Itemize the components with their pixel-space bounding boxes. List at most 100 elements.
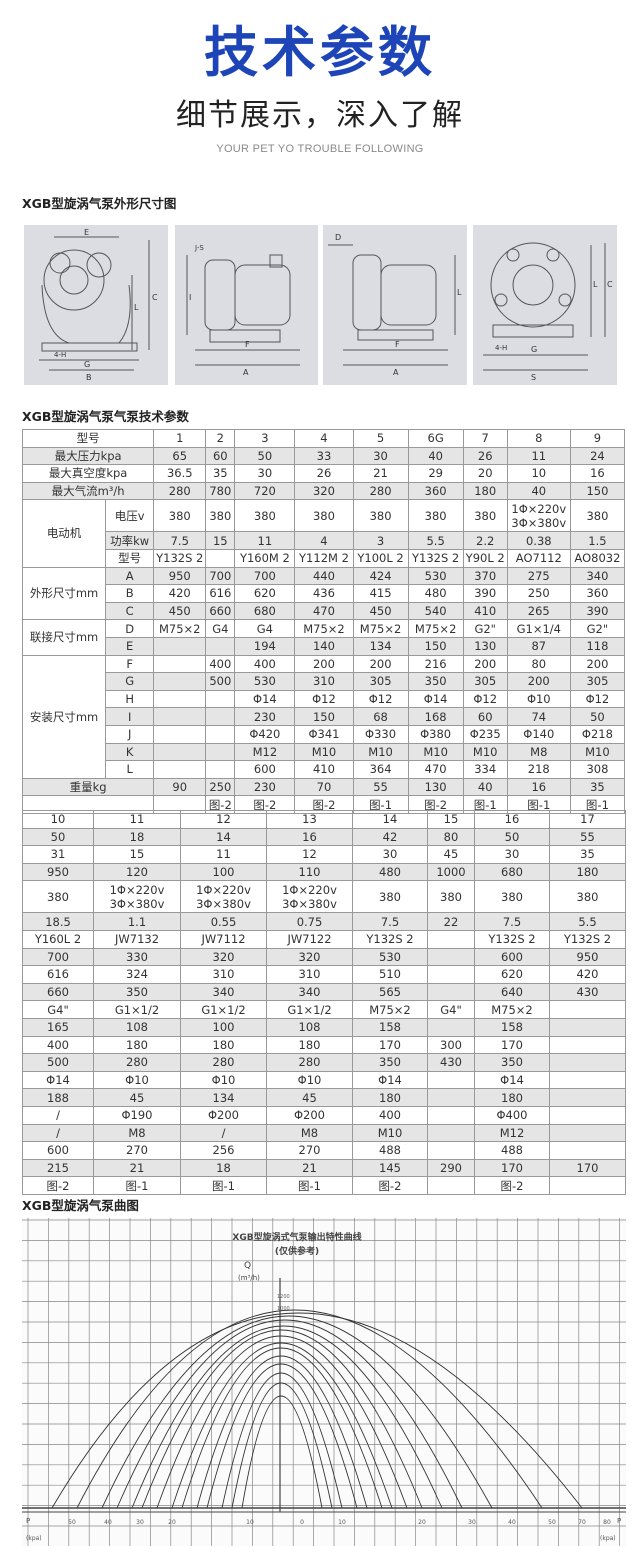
table-cell: 530 bbox=[352, 947, 428, 967]
table-cell bbox=[153, 742, 207, 762]
row-label: 最大气流m³/h bbox=[21, 481, 155, 501]
page-title: 技术参数 bbox=[204, 21, 436, 84]
x-tick-label: 40 bbox=[508, 1519, 516, 1526]
table-cell: 90 bbox=[153, 777, 207, 797]
table-cell: 15 bbox=[427, 810, 475, 829]
table-row: 最大压力kpa 65 60 50 33 30 40 26 11 24 bbox=[21, 446, 626, 466]
chart-curves bbox=[51, 1309, 583, 1509]
table-cell: 5.5 bbox=[549, 912, 626, 931]
table-cell: 350 bbox=[474, 1053, 550, 1072]
table-cell: 50 bbox=[234, 446, 296, 466]
table-row: 最大气流m³/h 280 780 720 320 280 360 180 40 150 bbox=[21, 481, 626, 501]
table-cell: 12 bbox=[266, 845, 353, 864]
table-cell: Φ140 bbox=[506, 724, 571, 744]
table-cell: 420 bbox=[153, 584, 207, 603]
table-cell: M75×2 bbox=[352, 619, 409, 638]
row-sub-label: A bbox=[105, 566, 155, 586]
table-cell: 134 bbox=[180, 1088, 267, 1107]
table-cell: 660 bbox=[22, 982, 94, 1002]
x-tick-label: 30 bbox=[136, 1519, 144, 1526]
table-cell: 4 bbox=[294, 531, 354, 550]
table-cell: 12 bbox=[180, 810, 267, 829]
table-row: 型号 Y132S 2 Y160M 2 Y112M 2 Y100L 2 Y132S 2 Y90… bbox=[23, 548, 626, 568]
table-row: 电动机 电压v 380 380 380 380 380 380 380 1Φ×220v 3Φ×380… bbox=[21, 499, 626, 568]
chart-subtitle: (仅供参考) bbox=[275, 1245, 319, 1257]
table-cell bbox=[153, 654, 207, 674]
table-cell bbox=[549, 1123, 626, 1143]
performance-curve bbox=[196, 1355, 368, 1509]
table-cell: 150 bbox=[294, 707, 354, 726]
table-cell bbox=[205, 548, 236, 568]
table-cell: 350 bbox=[352, 1053, 428, 1072]
drawing-rear-view: L C 4-H G S bbox=[473, 225, 617, 385]
table-cell: 250 bbox=[506, 584, 571, 603]
table-cell: 500 bbox=[22, 1053, 94, 1072]
table-cell: 250 bbox=[205, 777, 236, 797]
table-cell: 50 bbox=[474, 827, 550, 847]
table-cell: 280 bbox=[153, 481, 207, 501]
table-row: 188 45 134 45 180 180 bbox=[22, 1088, 626, 1107]
drawing-label: D bbox=[335, 233, 341, 242]
table-cell: JW7122 bbox=[266, 929, 353, 949]
table-cell bbox=[549, 1176, 626, 1195]
table-cell: 1.1 bbox=[93, 912, 181, 931]
table-cell: 450 bbox=[153, 601, 207, 621]
table-cell: 36.5 bbox=[153, 464, 207, 483]
performance-curve bbox=[141, 1329, 423, 1509]
table-row: / M8/M8 M10 M12 bbox=[22, 1123, 626, 1143]
table-cell: 21 bbox=[352, 464, 409, 483]
table-cell: 180 bbox=[549, 862, 626, 882]
table-cell: M8 bbox=[93, 1123, 181, 1143]
table-cell: Φ341 bbox=[294, 724, 354, 744]
table-cell: Φ330 bbox=[352, 724, 409, 744]
table-cell: Φ200 bbox=[180, 1105, 267, 1125]
table-cell bbox=[153, 672, 207, 691]
table-row: 400 180 180 180 170 300 170 bbox=[22, 1035, 626, 1055]
chart-grid bbox=[22, 1218, 626, 1546]
table-cell: Y132S 2 bbox=[474, 929, 550, 949]
x-tick-label: 20 bbox=[418, 1519, 426, 1526]
table-cell: 87 bbox=[506, 636, 571, 656]
table-cell: 720 bbox=[234, 481, 296, 501]
table-cell: 320 bbox=[266, 947, 353, 967]
table-cell: JW7112 bbox=[180, 929, 267, 949]
table-cell: 2.2 bbox=[462, 531, 508, 550]
table-cell: 0.55 bbox=[180, 912, 267, 931]
table-cell: 470 bbox=[407, 760, 464, 779]
table-cell: 180 bbox=[93, 1035, 181, 1055]
table-row: 215 21 18 21 145 290 170 170 bbox=[22, 1158, 626, 1178]
table-cell: 400 bbox=[205, 654, 236, 674]
table-cell: 16 bbox=[266, 827, 353, 847]
table-cell: 3 bbox=[234, 429, 296, 448]
table-cell bbox=[427, 1070, 475, 1090]
table-cell: 15 bbox=[205, 531, 236, 550]
x-tick-label: 50 bbox=[548, 1519, 556, 1526]
table-cell: 700 bbox=[205, 566, 236, 586]
table-cell: M75×2 bbox=[153, 619, 207, 638]
table-cell: 16 bbox=[569, 464, 626, 483]
table-cell: 120 bbox=[93, 862, 181, 882]
table-cell: 图-2 bbox=[474, 1176, 550, 1195]
y-tick-label: 1000 bbox=[277, 1306, 290, 1312]
y-tick-label: 1200 bbox=[277, 1294, 290, 1300]
table-cell: 480 bbox=[352, 862, 428, 882]
table-cell: 215 bbox=[22, 1158, 94, 1178]
table-cell: G2" bbox=[462, 619, 508, 638]
row-sub-label: I bbox=[105, 707, 155, 726]
table-cell: 410 bbox=[294, 760, 354, 779]
row-sub-label: K bbox=[105, 742, 155, 762]
table-cell: Φ420 bbox=[234, 724, 296, 744]
table-cell bbox=[549, 1070, 626, 1090]
section-title-dimensions: XGB型旋涡气泵外形尺寸图 bbox=[22, 196, 177, 211]
table-cell: 310 bbox=[180, 965, 267, 984]
drawing-label: F bbox=[245, 340, 250, 349]
table-row: 图-2 图-2 图-2 图-1 图-2 图-1 图-1 图-1 bbox=[21, 795, 626, 814]
row-sub-label: G bbox=[105, 672, 155, 691]
table-cell: 165 bbox=[22, 1017, 94, 1037]
table-cell bbox=[427, 1017, 475, 1037]
table-cell: 950 bbox=[22, 862, 94, 882]
x-tick-label: 70 bbox=[578, 1519, 586, 1526]
table-row: 联接尺寸mm D M75×2 G4 G4 M75×2 M75×2 M75×2 G2" G1×1/4… bbox=[21, 619, 626, 656]
table-row: G4" G1×1/2 G1×1/2 G1×1/2 M75×2 G4" M75×2 bbox=[22, 1000, 626, 1019]
table-cell: Φ190 bbox=[93, 1105, 181, 1125]
